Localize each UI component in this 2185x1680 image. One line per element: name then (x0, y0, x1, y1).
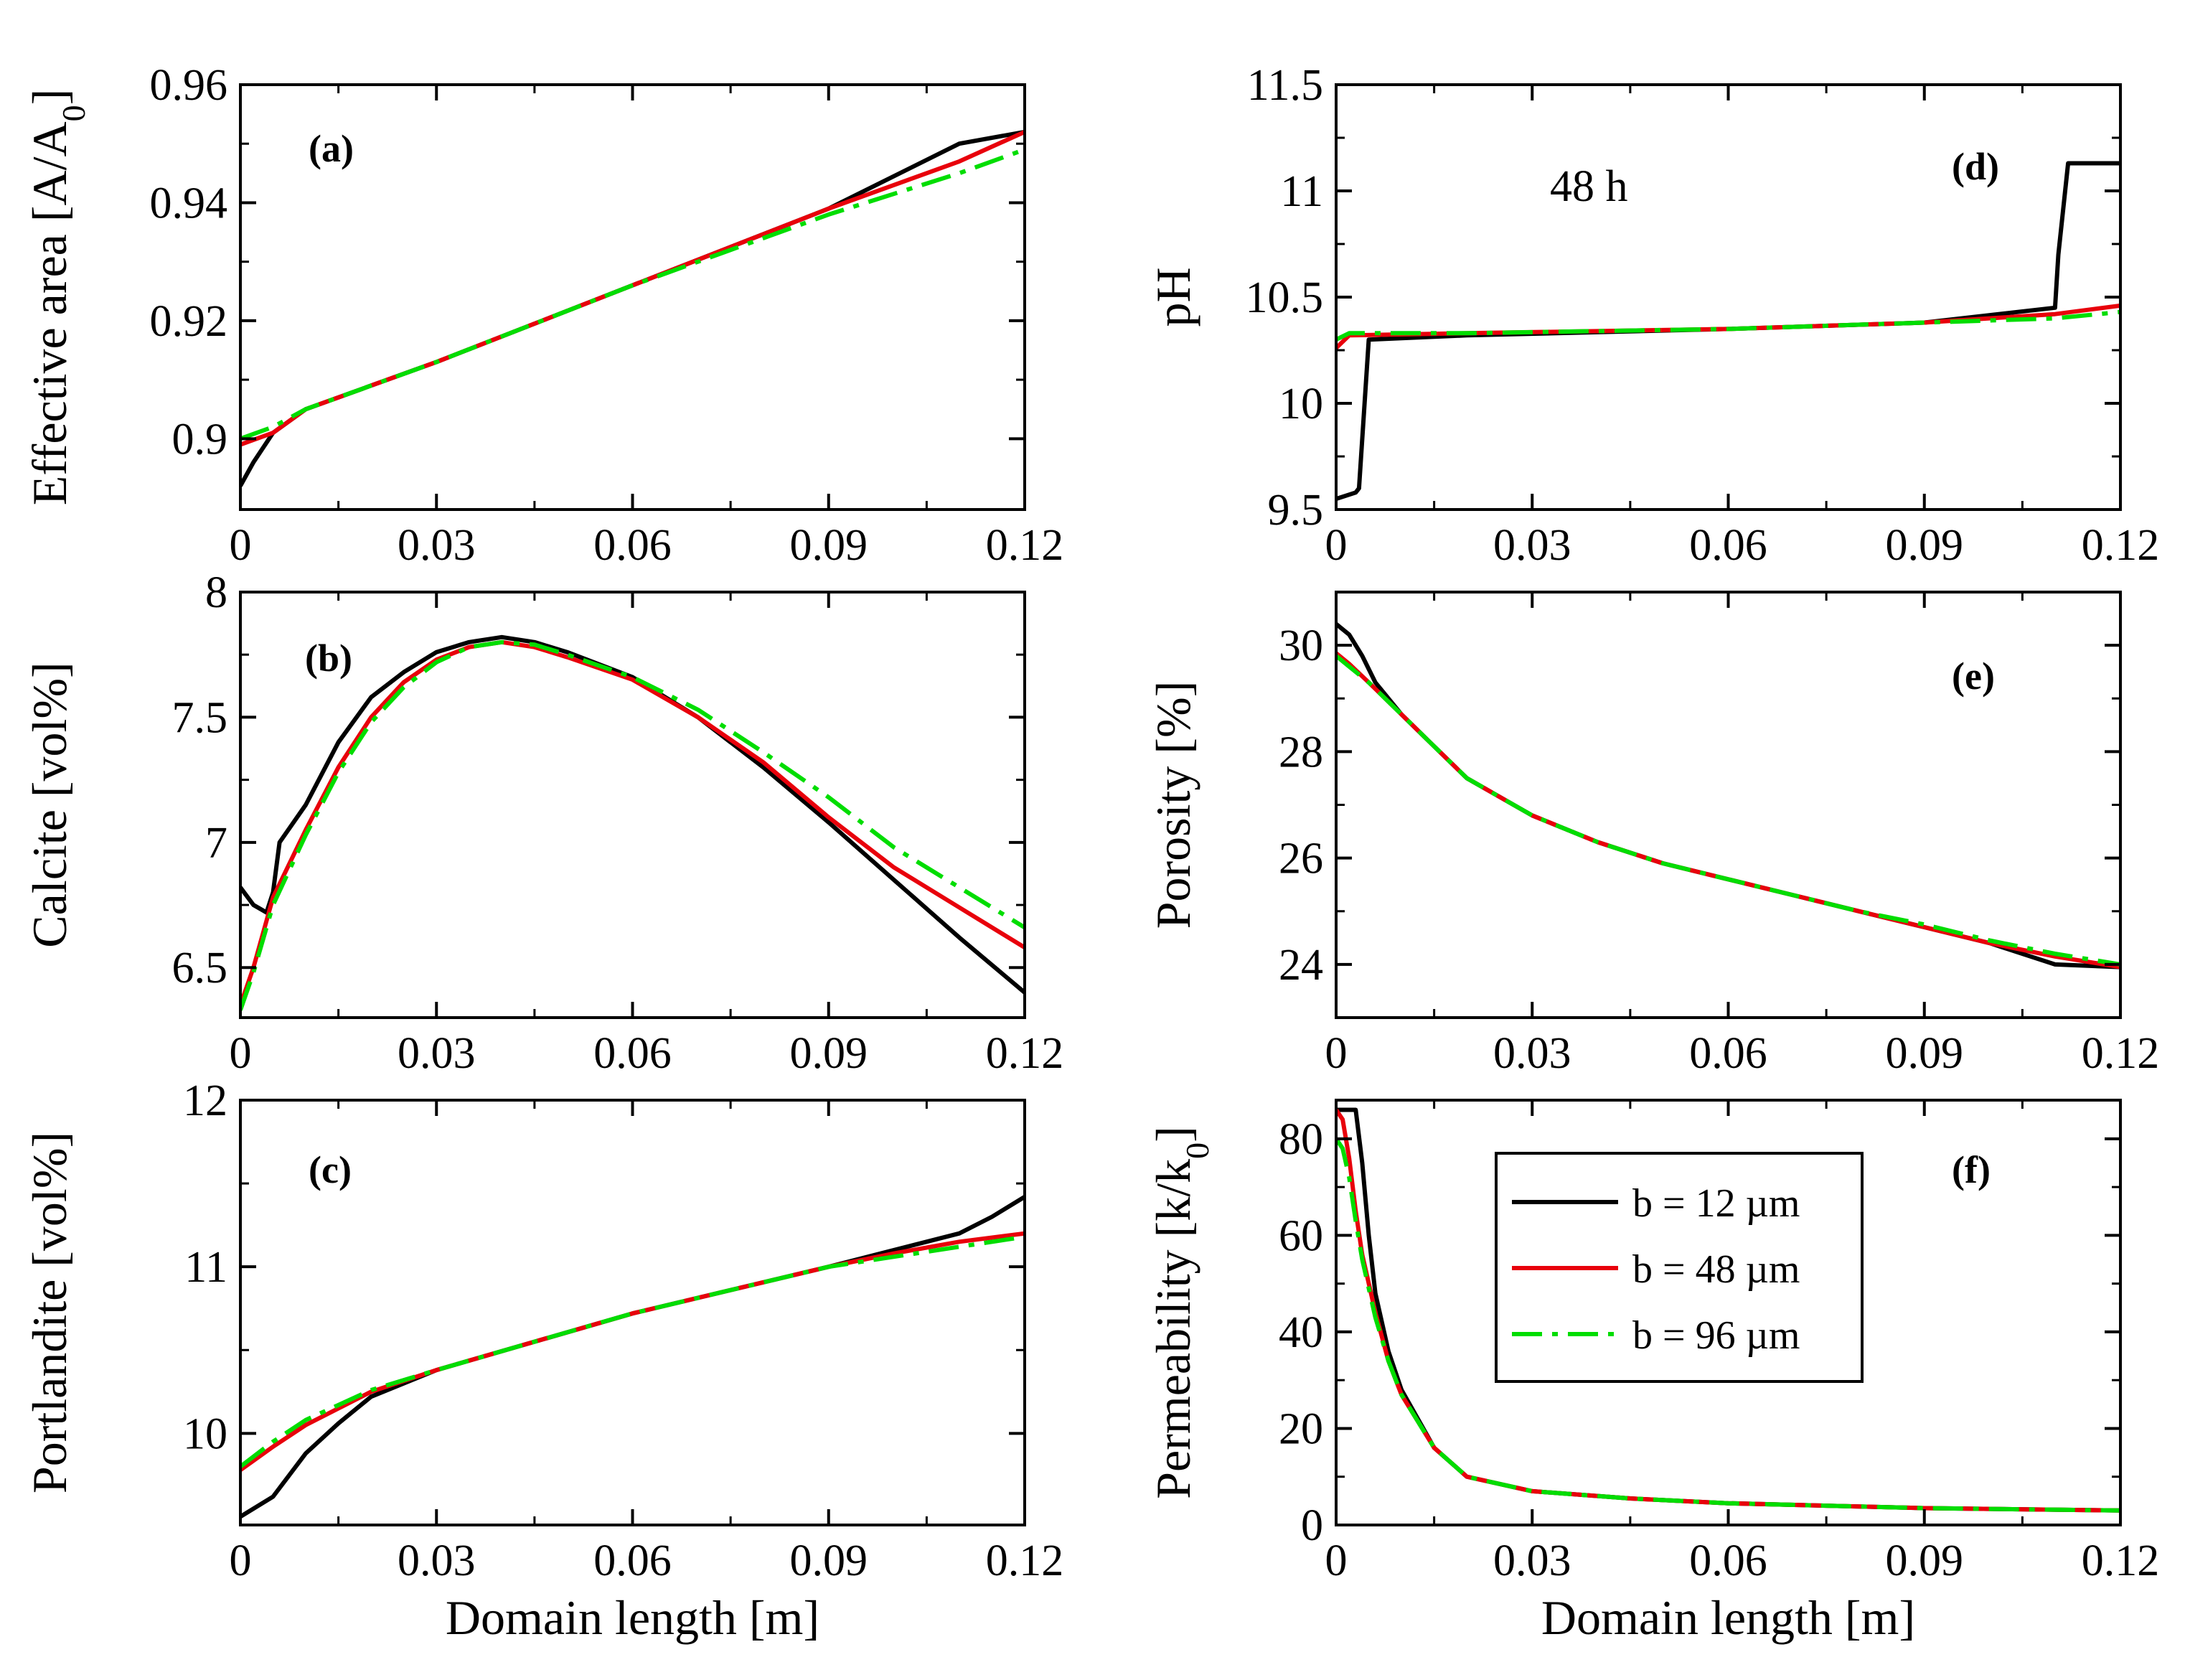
panel-tag-b: (b) (305, 637, 352, 680)
y-tick-label: 80 (1279, 1115, 1323, 1164)
x-tick-label: 0.12 (986, 1029, 1064, 1078)
line-series-b12-a (240, 129, 1025, 487)
panel-e: 0 0.03 0.06 0.09 0.12 24 26 28 30 Porosity [%] (e) (1146, 591, 2160, 1078)
y-tick-label: 7 (205, 819, 227, 868)
x-tick-label: 0.09 (790, 521, 868, 570)
y-tick-label: 9.5 (1268, 486, 1324, 535)
y-tick-label: 7.5 (172, 693, 228, 742)
x-tick-label: 0.03 (1493, 1536, 1571, 1585)
legend-label-series-b48: b = 48 µm (1632, 1247, 1800, 1292)
plot-frame-a (239, 83, 1026, 511)
y-tick-label: 0.9 (172, 415, 228, 464)
annotation-time: 48 h (1550, 162, 1628, 211)
x-tick-label: 0.12 (986, 1536, 1064, 1585)
x-axis-label-c: Domain length [m] (446, 1590, 819, 1645)
y-axis-label-f: Permeability [k/k0] (1146, 1126, 1216, 1499)
line-series-b12-c (240, 1195, 1025, 1519)
x-tick-label: 0.12 (2082, 521, 2160, 570)
line-series-b48-b (240, 639, 1025, 1006)
y-tick-label: 11 (1280, 167, 1323, 216)
y-axis-label-e: Porosity [%] (1146, 681, 1200, 929)
legend-label-series-b96: b = 96 µm (1632, 1313, 1800, 1358)
x-tick-label: 0.09 (1886, 1536, 1964, 1585)
line-series-b48-e (1336, 651, 2120, 970)
line-series-b96-e (1336, 654, 2120, 967)
panel-tag-f: (f) (1952, 1148, 1991, 1191)
panel-b: 0 0.03 0.06 0.09 0.12 6.5 7 7.5 8 Calcite [vol%] (… (22, 568, 1063, 1078)
x-tick-label: 0.03 (1493, 521, 1571, 570)
y-tick-label: 11 (184, 1243, 227, 1292)
y-tick-label: 10 (183, 1409, 227, 1458)
x-tick-label: 0.09 (1886, 1029, 1964, 1078)
legend: b = 12 µm b = 48 µm b = 96 µm (1495, 1152, 1864, 1383)
y-tick-label: 0.94 (150, 179, 228, 227)
y-tick-label: 0.92 (150, 297, 228, 346)
y-tick-label: 26 (1279, 835, 1323, 883)
panel-tag-e: (e) (1952, 654, 1995, 698)
y-axis-label-d: pH (1146, 267, 1200, 327)
x-tick-label: 0.06 (593, 1536, 672, 1585)
plot-frame-d (1335, 83, 2122, 511)
panel-f: 0 0.03 0.06 0.09 0.12 0 20 40 60 80 Permeability [… (1146, 1099, 2160, 1645)
panel-d: 0 0.03 0.06 0.09 0.12 9.5 10 10.5 11 11.5 pH (d) 48 … (1146, 61, 2159, 570)
y-tick-label: 10.5 (1246, 273, 1324, 322)
line-series-b96-f (1336, 1137, 2120, 1513)
x-tick-label: 0.03 (1493, 1029, 1571, 1078)
panel-tag-d: (d) (1952, 145, 1999, 188)
x-tick-label: 0 (230, 1536, 252, 1585)
y-axis-label-b: Calcite [vol%] (22, 662, 77, 947)
line-series-b12-b (240, 634, 1025, 995)
line-series-b12-e (1336, 622, 2120, 970)
panel-c: 0 0.03 0.06 0.09 0.12 10 11 12 Portlandite [vol%… (22, 1076, 1063, 1645)
y-tick-label: 8 (205, 568, 227, 617)
y-tick-label: 10 (1279, 380, 1323, 428)
y-tick-label: 20 (1279, 1404, 1323, 1453)
x-tick-label: 0 (1325, 521, 1348, 570)
x-tick-label: 0 (230, 1029, 252, 1078)
panel-a: 0 0.03 0.06 0.09 0.12 0.9 0.92 0.94 0.96 Effectiv… (22, 61, 1063, 570)
x-tick-label: 0.03 (398, 1536, 476, 1585)
y-tick-label: 24 (1279, 941, 1323, 990)
y-tick-label: 11.5 (1247, 61, 1323, 110)
y-tick-label: 6.5 (172, 944, 228, 992)
y-tick-label: 30 (1279, 621, 1323, 670)
x-tick-label: 0.03 (398, 1029, 476, 1078)
x-tick-label: 0 (1325, 1536, 1348, 1585)
line-series-b96-d (1336, 309, 2120, 342)
x-tick-label: 0.12 (2082, 1029, 2160, 1078)
plot-frame-e (1335, 591, 2122, 1019)
legend-label-series-b12: b = 12 µm (1632, 1181, 1800, 1226)
y-axis-label-a: Effective area [A/A0] (22, 89, 92, 506)
x-tick-label: 0.06 (1689, 1536, 1767, 1585)
x-tick-label: 0.06 (593, 521, 672, 570)
x-tick-label: 0.09 (790, 1536, 868, 1585)
x-axis-label-f: Domain length [m] (1541, 1590, 1915, 1645)
line-series-b48-c (240, 1231, 1025, 1472)
x-tick-label: 0.09 (790, 1029, 868, 1078)
panel-tag-c: (c) (309, 1148, 352, 1191)
y-tick-label: 12 (183, 1076, 227, 1125)
y-tick-label: 28 (1279, 728, 1323, 776)
x-tick-label: 0.06 (1689, 521, 1767, 570)
x-tick-label: 0.09 (1886, 521, 1964, 570)
y-tick-label: 0.96 (150, 61, 228, 110)
plot-frame-b (239, 591, 1026, 1019)
x-tick-label: 0.12 (986, 521, 1064, 570)
x-tick-label: 0.06 (593, 1029, 672, 1078)
y-tick-label: 60 (1279, 1211, 1323, 1260)
line-series-b48-a (240, 130, 1025, 447)
line-series-b96-b (240, 639, 1025, 1011)
y-tick-label: 0 (1301, 1501, 1323, 1550)
line-series-b96-c (240, 1234, 1025, 1469)
x-tick-label: 0 (230, 521, 252, 570)
panel-tag-a: (a) (309, 127, 354, 170)
x-tick-label: 0.06 (1689, 1029, 1767, 1078)
y-tick-label: 40 (1279, 1308, 1323, 1357)
line-series-b96-a (240, 147, 1025, 441)
y-axis-label-c: Portlandite [vol%] (22, 1132, 77, 1493)
x-tick-label: 0.12 (2082, 1536, 2160, 1585)
x-tick-label: 0.03 (398, 521, 476, 570)
x-tick-label: 0 (1325, 1029, 1348, 1078)
